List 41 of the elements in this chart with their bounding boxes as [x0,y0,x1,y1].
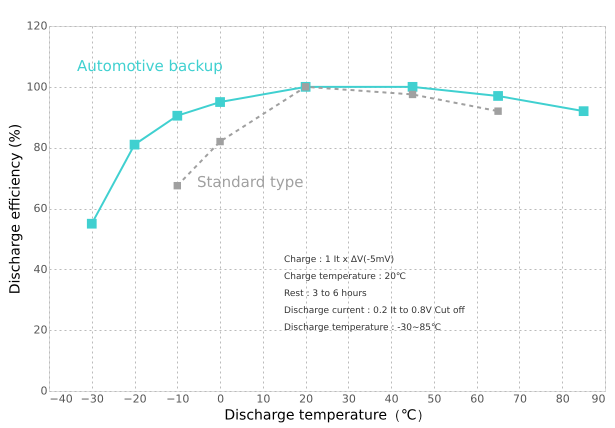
point [215,97,225,107]
point [172,110,182,121]
y-tick-label: 20 [34,324,48,337]
y-tick-label: 40 [34,262,48,276]
x-tick-label: 70 [512,392,527,406]
x-axis-title: Discharge temperature（℃） [224,408,431,424]
point [130,140,140,150]
point [86,218,97,229]
point [493,91,503,101]
y-tick-label: 60 [34,202,48,215]
x-tick-label: 10 [256,392,270,406]
y-tick-label: 80 [34,141,48,154]
y-tick-label: 0 [40,384,48,398]
x-tick-label: 80 [556,392,570,406]
x-tick-label: −40 [50,392,73,406]
point [216,138,224,146]
annotation: Charge : 1 It x ΔV(-5mV) [284,255,394,265]
x-tick-label: −10 [166,392,190,406]
x-tick-label: 30 [342,392,356,406]
point [494,107,502,115]
point [408,90,416,98]
y-axis-title: Discharge efficiency (%) [8,124,24,294]
x-tick-label: 90 [592,392,606,406]
point [174,182,182,190]
series-label: Automotive backup [77,57,223,75]
annotation: Charge temperature : 20℃ [284,272,406,282]
annotation: Discharge temperature : -30~85℃ [284,323,442,333]
y-tick-label: 100 [26,80,48,94]
point [578,106,588,116]
annotation: Rest : 3 to 6 hours [284,289,368,299]
x-tick-label: 20 [299,392,314,406]
series-label: Standard type [197,173,304,191]
x-tick-label: 0 [217,392,224,406]
x-tick-label: 40 [384,392,399,406]
y-tick-label: 120 [26,20,48,32]
x-tick-label: 60 [470,392,484,406]
x-tick-label: 50 [427,392,442,406]
point [408,82,418,92]
annotation: Discharge current : 0.2 It to 0.8V Cut off [284,306,466,316]
x-tick-label: −30 [80,392,104,406]
x-tick-label: −20 [123,392,147,406]
